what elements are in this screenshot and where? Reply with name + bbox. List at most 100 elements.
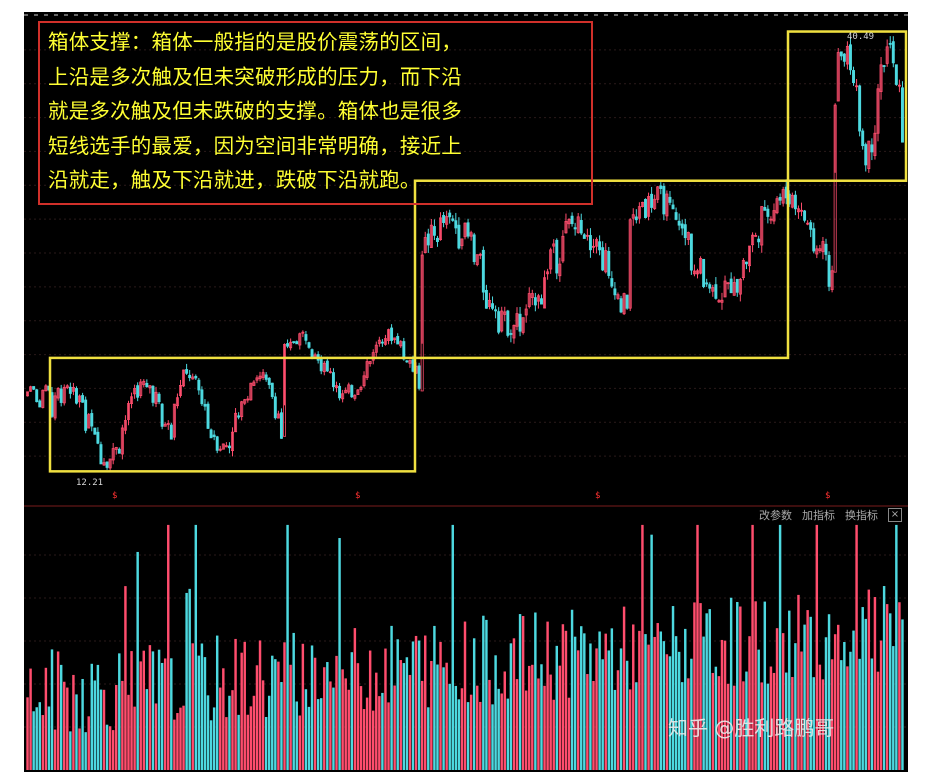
candle-body [861,130,865,147]
candle-body [163,423,167,427]
volume-bar [292,632,295,770]
candle-body [96,431,100,444]
volume-bar [163,658,167,770]
volume-bar [219,687,222,770]
candle-body [699,258,703,274]
candle-body [647,196,651,217]
volume-bar [326,662,329,770]
candle-body [331,372,335,388]
candle-body [212,434,216,437]
candle-body [237,415,241,418]
volume-bar [160,662,164,770]
chart-canvas[interactable] [24,12,908,772]
candle-body [249,382,253,401]
volume-bar [384,648,387,770]
candle-body [717,300,721,303]
volume-bar [613,689,617,770]
candle-body [295,341,299,345]
volume-bar [182,705,185,770]
volume-bar [439,641,442,770]
candle-body [842,53,846,62]
dividend-marker[interactable]: $ [825,491,831,501]
volume-bar [674,636,678,770]
dividend-marker[interactable]: $ [595,491,601,501]
volume-bar [173,719,176,770]
close-icon[interactable]: × [888,508,902,522]
volume-bar [93,680,97,770]
candle-body [26,391,30,397]
candle-body [772,210,776,222]
add-indicator-button[interactable]: 加指标 [802,509,835,522]
candle-body [680,223,684,229]
candle-body [191,376,195,380]
candle-body [567,218,571,225]
candle-body [488,299,491,307]
volume-bar [442,667,445,770]
candle-body [377,339,381,344]
volume-bar [212,707,216,770]
candle-body [812,228,816,252]
volume-bar [644,634,647,770]
volume-bar [751,524,754,770]
volume-bar [696,524,699,770]
candle-body [671,204,675,210]
candle-body [692,270,696,275]
candle-body [478,253,482,256]
candle-body [653,198,657,209]
volume-bar [714,666,718,770]
volume-bar [335,655,338,770]
volume-bar [209,720,213,770]
modify-params-button[interactable]: 改参数 [759,509,792,522]
volume-bar [445,662,448,770]
volume-bar [671,606,675,770]
candle-body [781,189,785,204]
candle-body [380,341,384,344]
candle-body [338,385,342,399]
volume-bar [524,690,528,770]
candle-body [463,222,467,238]
volume-bar [381,692,384,770]
volume-bar [635,682,638,770]
candle-body [50,392,54,417]
volume-bar [506,698,510,770]
volume-bar [197,655,201,770]
dividend-marker[interactable]: $ [112,491,118,501]
candle-body [619,298,623,313]
switch-indicator-button[interactable]: 换指标 [845,509,878,522]
volume-bar [653,636,656,770]
stock-chart[interactable]: 箱体支撑：箱体一般指的是股价震荡的区间， 上沿是多次触及但未突破形成的压力，而下… [24,12,908,772]
callout-line: 沿就走，触及下沿就进，跌破下沿就跑。 [48,168,421,193]
candle-body [432,226,436,236]
volume-bar [632,624,635,770]
candle-body [598,241,602,251]
candle-body [536,295,540,302]
candle-body [399,341,403,347]
candle-body [741,260,745,279]
volume-bar [763,601,767,770]
volume-bar [176,713,179,770]
candle-body [546,271,550,275]
candle-body [894,64,898,85]
volume-bar [677,651,681,770]
volume-bar [757,649,760,770]
volume-bar [482,615,485,770]
volume-bar [261,680,265,770]
candle-body [426,233,430,246]
candle-body [484,289,488,309]
candle-body [644,198,647,218]
volume-bar [310,645,314,770]
volume-bar [341,669,344,770]
volume-bar [252,695,256,770]
volume-bar [332,687,335,770]
candle-body [494,309,498,312]
dividend-marker[interactable]: $ [355,491,361,501]
volume-bar [26,697,29,770]
volume-bar [592,681,595,770]
candle-body [512,324,516,339]
volume-bar [203,657,207,770]
candle-body [637,206,641,219]
volume-bar [142,650,146,770]
volume-bar [329,681,332,770]
volume-bar [732,685,736,770]
volume-bar [84,732,87,770]
